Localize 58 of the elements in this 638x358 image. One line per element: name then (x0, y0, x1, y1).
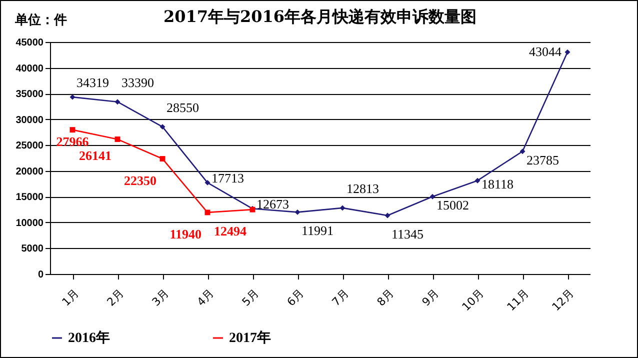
x-tick-label: 3月 (150, 286, 172, 309)
data-label: 15002 (436, 198, 469, 213)
data-label: 34319 (76, 75, 109, 90)
x-tick-label: 5月 (240, 286, 262, 309)
point (70, 127, 76, 133)
point (204, 180, 210, 186)
data-label: 43044 (529, 44, 562, 60)
point (114, 136, 120, 142)
point (564, 49, 570, 55)
x-tick-label: 7月 (330, 286, 352, 309)
point (160, 124, 166, 130)
data-label: 27966 (56, 134, 90, 149)
point (294, 209, 300, 215)
y-tick-label: 45000 (16, 38, 44, 48)
x-tick-label: 1月 (60, 286, 82, 309)
data-label: 12494 (214, 224, 247, 239)
legend-label: 2017年 (229, 330, 271, 346)
data-label: 12813 (346, 180, 379, 196)
data-label: 11345 (392, 226, 424, 242)
data-label: 22350 (124, 172, 156, 188)
point (114, 99, 120, 105)
x-tick-label: 11月 (504, 286, 532, 314)
y-tick-label: 30000 (16, 114, 44, 126)
point (520, 148, 526, 154)
point (474, 178, 480, 184)
y-tick-label: 35000 (16, 89, 44, 100)
point (430, 194, 436, 200)
y-tick-label: 20000 (16, 166, 44, 178)
x-tick-label: 2月 (104, 286, 126, 309)
y-tick-label: 25000 (16, 140, 44, 152)
x-tick-label: 6月 (284, 286, 306, 309)
point (340, 205, 346, 211)
y-tick-label: 15000 (16, 192, 44, 204)
y-tick-label: 10000 (16, 218, 44, 229)
y-tick-label: 40000 (16, 63, 44, 74)
point (160, 156, 166, 162)
y-tick-label: 0 (38, 270, 44, 280)
data-label: 18118 (482, 176, 514, 192)
legend-label: 2016年 (68, 330, 110, 346)
x-tick-label: 9月 (420, 286, 442, 309)
y-tick-label: 5000 (21, 244, 44, 255)
x-tick-label: 12月 (550, 286, 576, 314)
chart-title: 2017年与2016年各月快递有效申诉数量图 (163, 7, 477, 26)
data-label: 11991 (302, 223, 334, 238)
point (70, 94, 76, 100)
x-tick-label: 8月 (374, 286, 396, 309)
data-label: 33390 (122, 74, 154, 90)
data-label: 17713 (212, 170, 244, 186)
text: 单位：件 (15, 12, 67, 29)
point (384, 212, 390, 218)
x-tick-label: 4月 (194, 286, 216, 309)
data-label: 28550 (166, 100, 199, 115)
data-label: 26141 (79, 148, 112, 164)
data-label: 12673 (256, 196, 289, 212)
point (204, 210, 210, 216)
x-tick-label: 10月 (460, 286, 486, 314)
data-label: 23785 (526, 152, 559, 168)
data-label: 11940 (170, 226, 202, 242)
